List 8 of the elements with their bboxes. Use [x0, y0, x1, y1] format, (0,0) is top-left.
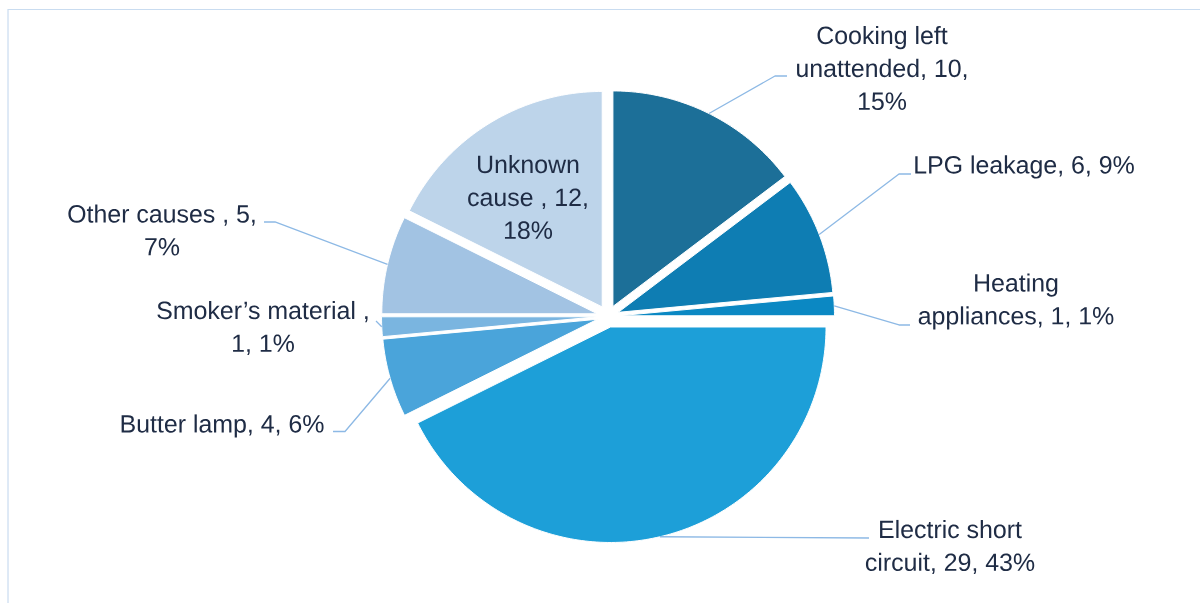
slice-label: Other causes , 5, 7% — [68, 204, 255, 256]
slice-label: Heating appliances, 1, 1% — [918, 273, 1114, 330]
slice-label: Electric short circuit, 29, 43% — [865, 519, 1035, 575]
slice-label: Cooking left unattended, 10, 15% — [797, 25, 967, 111]
slice-label: Unknown cause , 12, 18% — [468, 154, 587, 240]
slice-label: Smoker’s material , 1, 1% — [157, 300, 368, 356]
slice-label: LPG leakage, 6, 9% — [915, 155, 1134, 179]
slice-label: Butter lamp, 4, 6% — [121, 414, 324, 438]
